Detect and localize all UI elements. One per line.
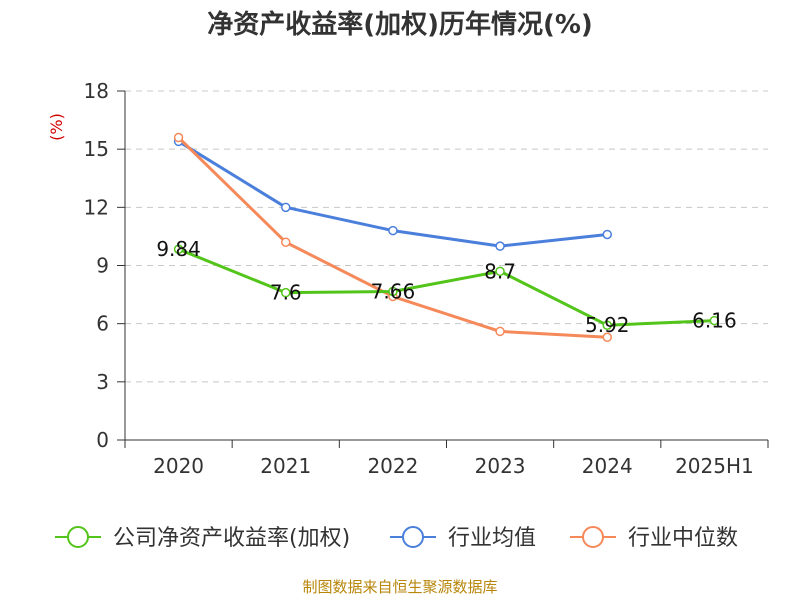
x-tick-label: 2021 (260, 454, 311, 478)
x-tick-label: 2020 (153, 454, 204, 478)
series-line (178, 247, 715, 327)
data-point (495, 326, 505, 337)
y-tick-label: 15 (84, 137, 109, 161)
y-tick-label: 6 (96, 312, 109, 336)
data-point (495, 266, 505, 277)
data-point (388, 286, 398, 297)
data-label: 8.7 (484, 259, 516, 283)
y-tick-label: 12 (84, 195, 109, 219)
y-tick-label: 3 (96, 370, 109, 394)
data-point (281, 287, 291, 298)
source-note: 制图数据来自恒生聚源数据库 (302, 578, 497, 596)
grid-lines (125, 90, 768, 383)
data-labels: 9.84 7.6 7.66 8.7 5.92 6.16 (156, 237, 736, 337)
legend-marker (402, 526, 424, 548)
data-label: 5.92 (585, 313, 630, 337)
y-axis-unit: (%) (47, 113, 66, 141)
y-tick-label: 9 (96, 254, 109, 278)
chart-title: 净资产收益率(加权)历年情况(%) (207, 9, 593, 40)
series-line (177, 136, 608, 339)
legend-label: 行业中位数 (628, 526, 738, 551)
data-point (388, 225, 398, 236)
data-point (602, 320, 612, 330)
data-point (281, 237, 291, 247)
legend-label: 公司净资产收益率(加权) (113, 526, 350, 551)
legend: 公司净资产收益率(加权) 行业均值 行业中位数 (55, 526, 738, 551)
data-point (602, 229, 612, 240)
legend-label: 行业均值 (448, 526, 536, 551)
x-axis-ticks: 2020 2021 2022 2023 2024 2025H1 (153, 454, 754, 478)
data-point (281, 202, 291, 213)
series-lines (173, 132, 720, 342)
data-label: 7.6 (270, 281, 302, 305)
y-axis-ticks: 0 3 6 9 12 15 18 (84, 79, 109, 452)
x-tick-label: 2024 (582, 454, 633, 478)
data-point (173, 132, 184, 143)
axes (117, 90, 769, 448)
legend-marker (582, 526, 604, 548)
x-tick-label: 2023 (475, 454, 526, 478)
y-tick-label: 0 (96, 428, 109, 452)
data-point (495, 241, 505, 251)
x-tick-label: 2025H1 (675, 454, 754, 478)
data-point (602, 332, 612, 342)
y-tick-label: 18 (84, 79, 109, 103)
x-tick-label: 2022 (367, 454, 418, 478)
data-label: 7.66 (371, 279, 416, 303)
data-label: 6.16 (692, 309, 737, 333)
data-label: 9.84 (156, 237, 201, 261)
data-point (173, 244, 184, 254)
legend-marker (67, 526, 89, 548)
data-point (709, 315, 720, 326)
